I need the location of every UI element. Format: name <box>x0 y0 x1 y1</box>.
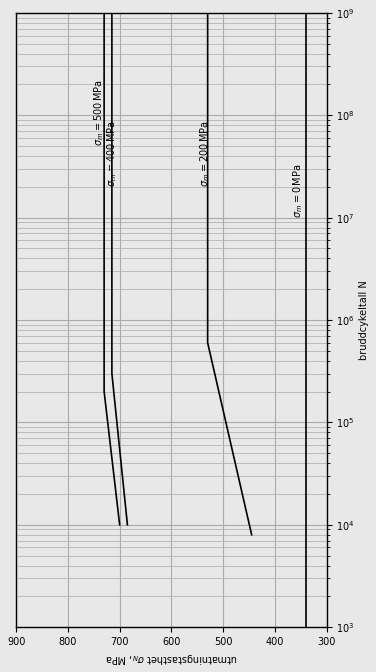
Text: $\sigma_m = 0\,\mathrm{MPa}$: $\sigma_m = 0\,\mathrm{MPa}$ <box>291 163 305 218</box>
Y-axis label: bruddcykeltall N: bruddcykeltall N <box>359 280 369 360</box>
Text: $\sigma_m = 500\,\mathrm{MPa}$: $\sigma_m = 500\,\mathrm{MPa}$ <box>92 79 106 146</box>
X-axis label: utmatningstasthet $\sigma_N$, MPa: utmatningstasthet $\sigma_N$, MPa <box>105 651 238 665</box>
Text: $\sigma_m = 200\,\mathrm{MPa}$: $\sigma_m = 200\,\mathrm{MPa}$ <box>198 120 212 187</box>
Text: $\sigma_m = 400\,\mathrm{MPa}$: $\sigma_m = 400\,\mathrm{MPa}$ <box>105 120 119 187</box>
